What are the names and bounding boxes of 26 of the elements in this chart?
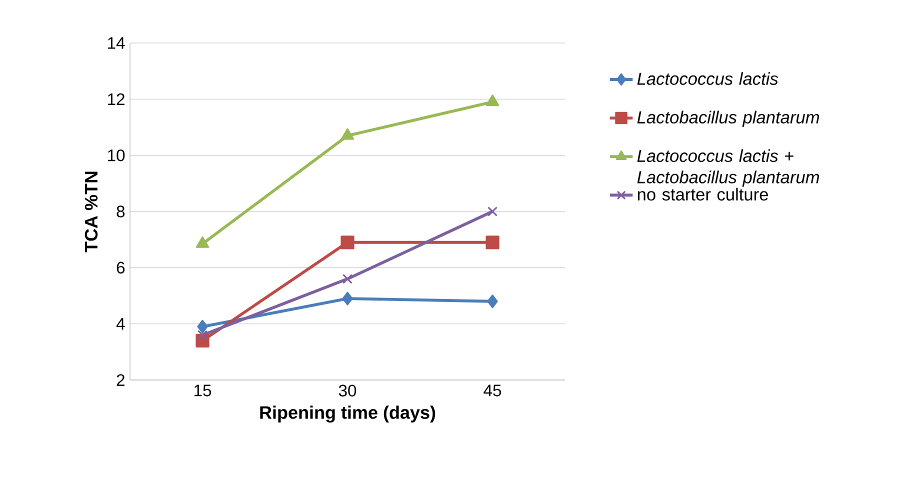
y-axis-title: TCA %TN [84,172,98,252]
x-axis-title: Ripening time (days) [260,406,436,423]
point [342,274,353,284]
legend-label: no starter culture [638,188,768,201]
y-tick-label: 10 [108,149,125,162]
point [487,294,498,308]
x-tick-label: 30 [338,384,356,397]
point [340,128,354,140]
point [340,236,354,250]
y-tick-label: 14 [108,37,125,49]
legend-label: Lactococcus lactis [637,72,778,85]
x-tick-label: 45 [484,384,502,396]
y-tick-label: 4 [116,318,125,330]
y-tick-label: 8 [116,206,125,218]
point [197,320,208,334]
legend-label: Lactobacillus plantarum [637,110,819,127]
y-tick-label: 12 [108,93,124,105]
point [342,292,353,306]
point [487,206,498,217]
x-tick-label: 15 [194,384,212,396]
point [486,94,500,106]
y-tick-label: 2 [116,374,124,386]
point [196,236,210,248]
point [486,236,500,250]
point [197,330,208,340]
y-tick-label: 6 [116,262,125,274]
